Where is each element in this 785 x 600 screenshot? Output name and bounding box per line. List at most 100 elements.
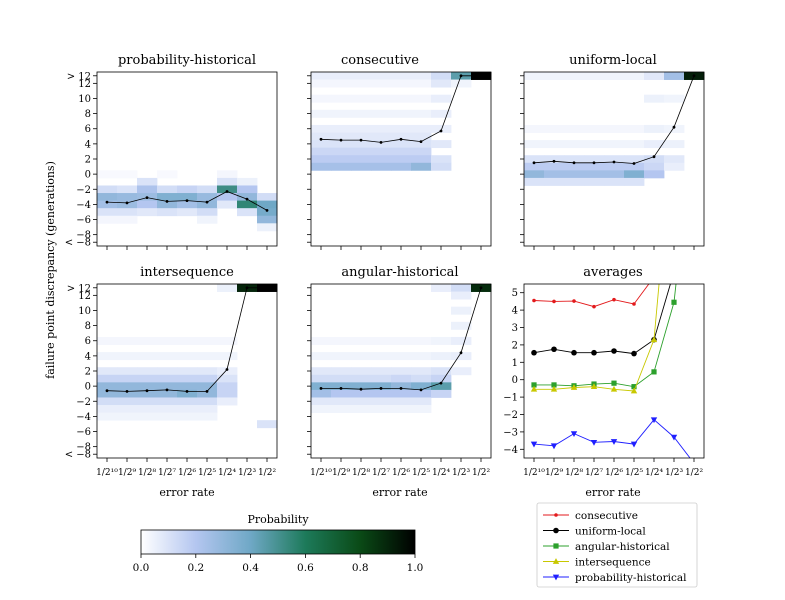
x-tick-label: 1/2⁹	[118, 468, 136, 478]
heatmap-cell	[431, 352, 452, 361]
series-point-intersequence	[570, 384, 578, 390]
y-tick-label: 4	[512, 306, 518, 317]
heatmap-cell	[371, 79, 392, 88]
heatmap-cell	[371, 382, 392, 391]
x-tick-label: 1/2²	[685, 468, 703, 478]
mean-point	[205, 200, 209, 204]
heatmap-cell	[664, 72, 685, 80]
mean-point	[459, 351, 463, 355]
heatmap-cell	[331, 72, 352, 80]
series-point-uniform-local	[611, 348, 617, 354]
heatmap-cell	[311, 374, 332, 383]
heatmap-cell	[117, 382, 138, 391]
series-point-probability-historical	[630, 441, 638, 448]
y-tick-label: 1	[512, 358, 518, 369]
heatmap-cell	[137, 389, 158, 398]
heatmap-cell	[544, 177, 565, 186]
series-point-angular-historical	[611, 380, 617, 386]
heatmap-cell	[524, 155, 545, 164]
heatmap-cell	[331, 132, 352, 141]
mean-point	[319, 137, 323, 141]
heatmap-cell	[391, 162, 412, 171]
mean-point	[265, 286, 269, 290]
heatmap-cell	[331, 140, 352, 149]
series-point-consecutive	[612, 297, 616, 302]
heatmap-cell	[177, 397, 198, 406]
heatmap-cell	[351, 94, 372, 103]
y-tick-label: 0	[85, 382, 91, 393]
y-tick-label: 6	[85, 124, 91, 135]
heatmap-cell	[644, 72, 665, 80]
y-tick-label: −4	[76, 412, 91, 423]
heatmap-cell	[584, 124, 605, 133]
heatmap-cell	[371, 389, 392, 398]
panel-title: consecutive	[341, 53, 419, 68]
heatmap-cell	[137, 336, 158, 345]
heatmap-cell	[524, 177, 545, 186]
heatmap-cell	[544, 170, 565, 179]
heatmap-cell	[431, 72, 452, 80]
heatmap-cell	[177, 208, 198, 217]
heatmap-cell	[604, 170, 625, 179]
heatmap-cell	[411, 155, 432, 164]
y-tick-label: −6	[76, 215, 91, 226]
heatmap-cell	[644, 94, 665, 103]
heatmap-cell	[624, 170, 645, 179]
colorbar-tick-label: 0.4	[242, 562, 259, 574]
heatmap-cell	[137, 200, 158, 209]
legend-label: uniform-local	[575, 525, 646, 537]
heatmap-cell	[431, 124, 452, 133]
mean-point	[532, 161, 536, 165]
y-tick-label: 2	[85, 155, 91, 166]
heatmap-cell	[371, 374, 392, 383]
heatmap-cell	[411, 147, 432, 156]
heatmap-cell	[257, 223, 278, 232]
series-point-probability-historical	[550, 443, 558, 450]
mean-point	[245, 197, 249, 201]
y-tick-label: 4	[85, 351, 91, 362]
heatmap-cell	[664, 162, 685, 171]
mean-point	[439, 129, 443, 133]
mean-point	[339, 138, 343, 142]
heatmap-cell	[431, 374, 452, 383]
series-group	[530, 116, 696, 458]
heatmap-cell	[624, 155, 645, 164]
heatmap-cell	[331, 94, 352, 103]
heatmap-cell	[411, 389, 432, 398]
heatmap-cell	[351, 79, 372, 88]
heatmap-cell	[157, 185, 178, 194]
heatmap-cell	[351, 147, 372, 156]
series-point-consecutive	[672, 117, 676, 121]
series-point-consecutive	[652, 275, 656, 279]
series-point-probability-historical	[570, 431, 578, 438]
heatmap-cell	[371, 94, 392, 103]
heatmap-cell	[624, 140, 645, 149]
heatmap-cell	[564, 162, 585, 171]
heatmap-cell	[351, 352, 372, 361]
heatmap-cell	[217, 367, 238, 376]
heatmap-cell	[371, 405, 392, 414]
series-point-angular-historical	[691, 116, 696, 121]
colorbar-tick-label: 0.8	[352, 562, 369, 574]
heatmap-cell	[157, 412, 178, 421]
heatmap-cell	[311, 405, 332, 414]
y-tick-label: −1	[503, 393, 518, 404]
heatmap-cell	[177, 352, 198, 361]
mean-point	[125, 390, 129, 393]
x-tick-label: 1/2⁷	[372, 468, 390, 478]
series-point-uniform-local	[551, 346, 557, 353]
heatmap-cell	[431, 94, 452, 103]
y-tick-label: 3	[512, 323, 518, 334]
heatmap-cell	[584, 177, 605, 186]
series-point-uniform-local	[571, 349, 577, 356]
heatmap-cell	[137, 352, 158, 361]
heatmap-cell	[644, 162, 665, 171]
heatmap-cell	[331, 367, 352, 376]
heatmap-cell	[544, 124, 565, 133]
y-tick-label: −2	[76, 185, 91, 196]
heatmap-cell	[197, 352, 218, 361]
heatmap-cell	[391, 109, 412, 118]
heatmap-cell	[237, 177, 258, 186]
series-point-intersequence	[550, 385, 558, 392]
y-tick-label: −4	[76, 200, 91, 211]
